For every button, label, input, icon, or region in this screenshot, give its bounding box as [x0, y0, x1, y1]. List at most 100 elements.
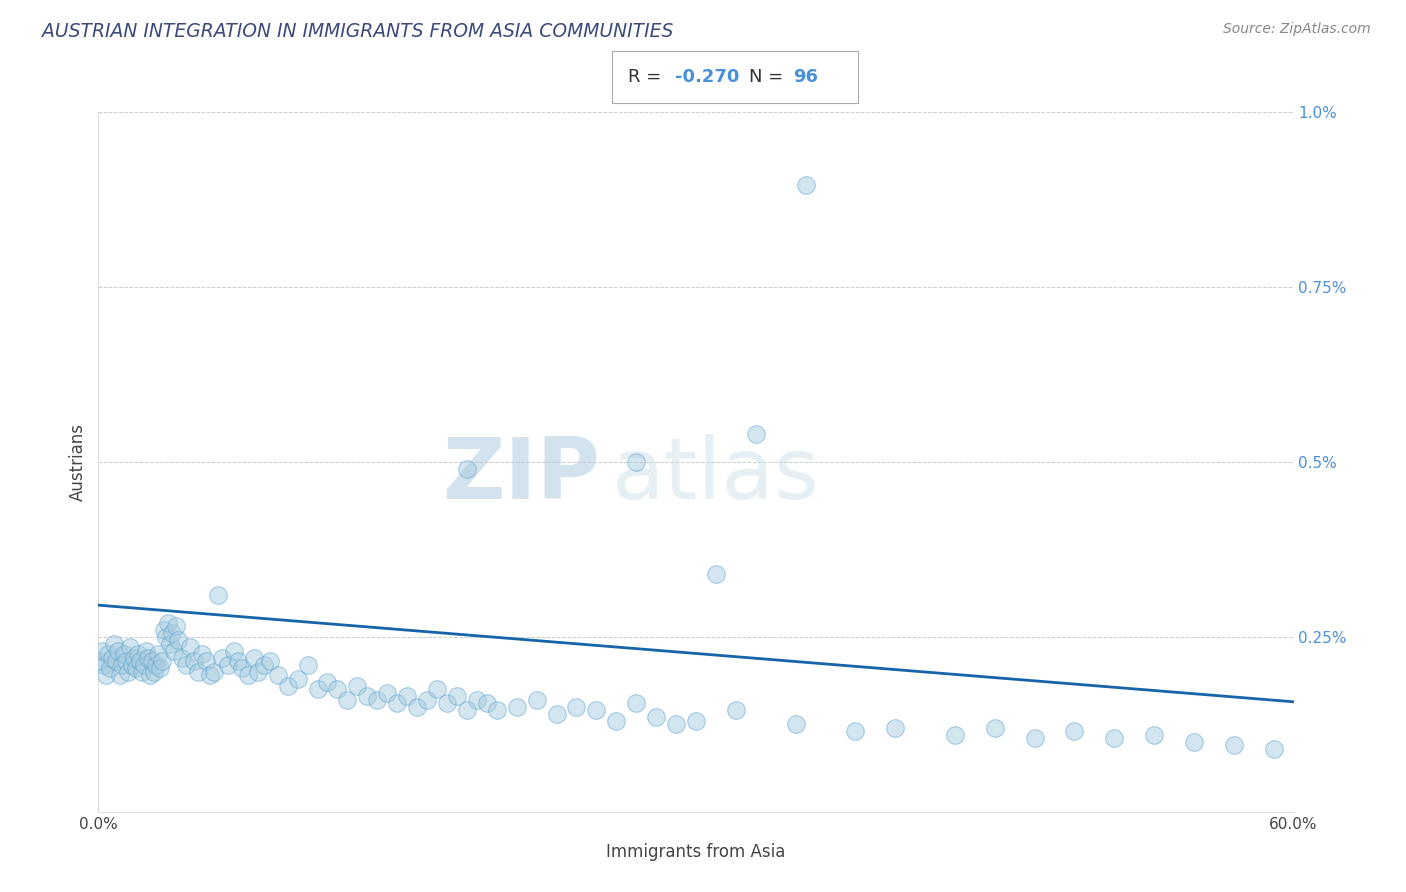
Point [148, 647, 170, 661]
Point [316, 675, 339, 690]
Point [685, 714, 707, 728]
Point [236, 668, 259, 682]
Point [179, 640, 201, 655]
Point [626, 455, 648, 469]
Point [183, 654, 205, 668]
Point [884, 721, 907, 735]
Point [356, 689, 378, 703]
Point [115, 654, 138, 668]
Point [96, 668, 118, 682]
Point [465, 692, 488, 706]
Point [844, 724, 866, 739]
Point [267, 668, 290, 682]
Point [704, 566, 727, 581]
Text: N =: N = [749, 68, 789, 86]
Point [134, 657, 156, 672]
Point [153, 623, 176, 637]
Point [141, 654, 163, 668]
Point [745, 426, 768, 441]
Point [456, 703, 478, 717]
Point [485, 703, 508, 717]
Point [1063, 724, 1085, 739]
Point [155, 630, 177, 644]
Point [984, 721, 1007, 735]
Point [101, 650, 124, 665]
Point [943, 728, 966, 742]
Point [1263, 741, 1285, 756]
Point [277, 679, 299, 693]
Point [475, 696, 498, 710]
Point [89, 654, 111, 668]
Point [159, 637, 181, 651]
Point [145, 657, 167, 672]
Point [149, 661, 172, 675]
Point [129, 654, 152, 668]
Point [665, 717, 688, 731]
Point [626, 696, 648, 710]
Point [287, 672, 309, 686]
Point [111, 657, 134, 672]
Point [174, 657, 197, 672]
Point [172, 650, 194, 665]
Text: ZIP: ZIP [443, 434, 600, 517]
Point [259, 654, 281, 668]
Point [150, 654, 173, 668]
Text: -0.270: -0.270 [675, 68, 740, 86]
Point [112, 647, 135, 661]
Point [143, 665, 166, 679]
Point [160, 626, 183, 640]
Point [645, 710, 668, 724]
Point [426, 682, 449, 697]
Point [91, 643, 114, 657]
Point [565, 699, 588, 714]
Point [135, 643, 157, 657]
Point [157, 615, 180, 630]
Point [202, 665, 225, 679]
Point [120, 640, 142, 655]
Point [198, 668, 221, 682]
Point [446, 689, 468, 703]
Point [163, 643, 186, 657]
Point [794, 178, 817, 192]
Point [396, 689, 419, 703]
Point [121, 657, 143, 672]
Point [191, 647, 214, 661]
Point [110, 668, 132, 682]
Point [124, 650, 146, 665]
Point [117, 665, 139, 679]
Point [253, 657, 276, 672]
Point [506, 699, 529, 714]
Point [222, 643, 245, 657]
Point [139, 668, 162, 682]
Point [366, 692, 388, 706]
Point [436, 696, 458, 710]
Y-axis label: Austrians: Austrians [69, 423, 87, 500]
Point [416, 692, 439, 706]
Point [226, 654, 249, 668]
Text: Source: ZipAtlas.com: Source: ZipAtlas.com [1223, 22, 1371, 37]
Point [1182, 735, 1205, 749]
Point [97, 647, 120, 661]
Point [125, 661, 148, 675]
Text: AUSTRIAN INTEGRATION IN IMMIGRANTS FROM ASIA COMMUNITIES: AUSTRIAN INTEGRATION IN IMMIGRANTS FROM … [42, 22, 673, 41]
Point [217, 657, 239, 672]
Point [406, 699, 429, 714]
Text: R =: R = [628, 68, 668, 86]
Point [1024, 731, 1046, 746]
Point [231, 661, 253, 675]
Point [103, 637, 125, 651]
Point [526, 692, 548, 706]
Point [385, 696, 409, 710]
Point [131, 665, 153, 679]
Text: atlas: atlas [613, 434, 820, 517]
Point [107, 643, 129, 657]
Point [1143, 728, 1166, 742]
Point [246, 665, 269, 679]
Point [1223, 738, 1246, 752]
Point [243, 650, 266, 665]
Point [211, 650, 233, 665]
Point [167, 633, 190, 648]
Text: 96: 96 [793, 68, 818, 86]
Point [336, 692, 359, 706]
Point [93, 657, 115, 672]
